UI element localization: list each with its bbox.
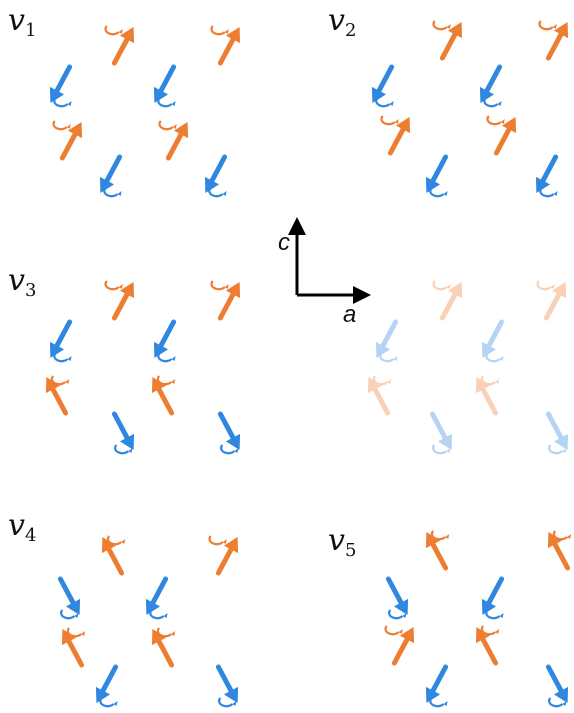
spin-arrow-v3 — [104, 280, 135, 321]
spin-arrow-v3 — [210, 280, 241, 321]
spin-arrow-v2 — [538, 20, 569, 61]
spin-arrow-v3 — [111, 411, 135, 455]
spin-arrow-v3 — [151, 375, 176, 416]
spin-arrow-v1 — [104, 25, 135, 66]
spin-arrow-v1 — [210, 25, 241, 66]
crystal-axes: c a — [278, 217, 371, 328]
spin-arrow-v3 — [45, 375, 70, 416]
spin-arrow-v4 — [61, 627, 86, 668]
spin-arrows-layer — [45, 20, 572, 708]
spin-arrow-v3 — [153, 319, 177, 363]
spin-arrow-v4 — [145, 576, 169, 620]
panel-label-v3: v3 — [8, 263, 36, 301]
spin-arrow-v5 — [547, 530, 572, 571]
panel-label-v4: v4 — [8, 508, 36, 546]
spin-arrow-v1 — [99, 154, 123, 198]
spin-arrow-v2 — [479, 64, 503, 108]
spin-arrow-v2 — [535, 154, 559, 198]
spin-arrow-v1 — [52, 120, 83, 161]
spin-arrow-faded — [475, 375, 500, 416]
spin-arrow-v4 — [101, 535, 126, 576]
spin-arrow-v5 — [481, 576, 505, 620]
spin-arrow-v1 — [153, 64, 177, 108]
c-axis-label: c — [278, 229, 290, 256]
spin-arrow-v2 — [432, 20, 463, 61]
spin-arrow-v2 — [380, 115, 411, 156]
spin-arrow-v1 — [49, 64, 73, 108]
spin-arrow-v3 — [217, 411, 241, 455]
a-axis-label: a — [343, 301, 356, 328]
spin-arrow-v5 — [545, 664, 569, 708]
spin-arrow-v4 — [95, 664, 119, 708]
spin-arrow-v1 — [204, 154, 228, 198]
spin-arrow-v4 — [215, 664, 239, 708]
spin-arrow-v4 — [208, 535, 239, 576]
panel-label-v2: v2 — [328, 3, 356, 41]
spin-arrow-v1 — [158, 120, 189, 161]
spin-arrow-faded — [429, 411, 453, 455]
spin-arrow-v4 — [151, 627, 176, 668]
spin-arrow-faded — [367, 375, 392, 416]
spin-arrow-faded — [432, 280, 463, 321]
spin-arrow-v5 — [385, 576, 409, 620]
spin-arrow-faded — [375, 319, 399, 363]
spin-arrow-v5 — [384, 625, 415, 666]
spin-arrow-faded — [481, 319, 505, 363]
panel-label-v1: v1 — [8, 3, 36, 41]
spin-arrow-v3 — [49, 319, 73, 363]
spin-arrow-v4 — [57, 576, 81, 620]
spin-arrow-v5 — [475, 625, 500, 666]
spin-arrow-v5 — [425, 530, 450, 571]
spin-arrow-v2 — [486, 115, 517, 156]
panel-label-v5: v5 — [328, 523, 356, 561]
spin-arrow-v2 — [425, 154, 449, 198]
spin-arrow-v2 — [371, 64, 395, 108]
spin-arrow-faded — [545, 411, 569, 455]
spin-arrow-faded — [536, 280, 567, 321]
spin-arrow-v5 — [425, 664, 449, 708]
